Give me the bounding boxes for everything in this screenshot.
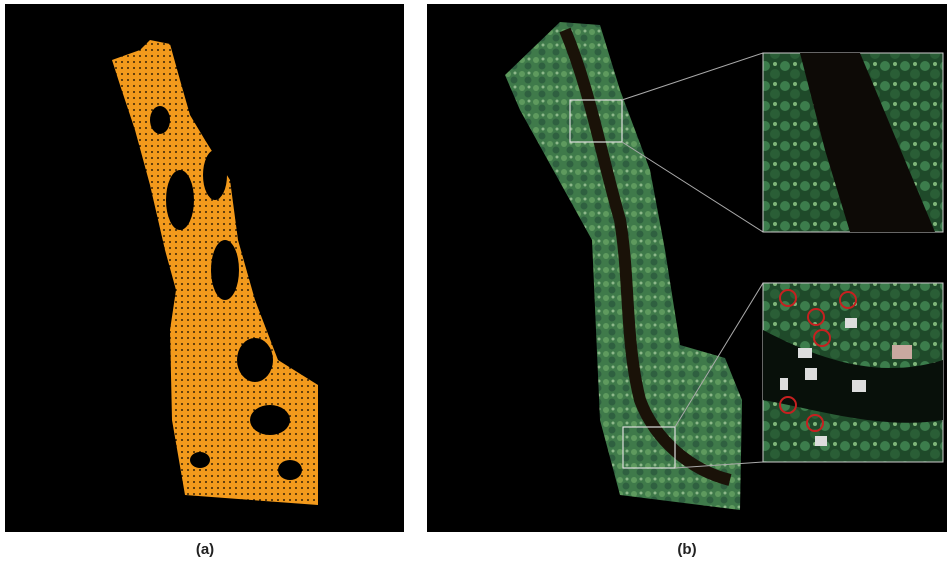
caption: (a) xyxy=(196,541,214,558)
figure: (a) (b) xyxy=(0,0,950,571)
figure-art xyxy=(0,0,950,571)
caption: (b) xyxy=(677,541,696,558)
